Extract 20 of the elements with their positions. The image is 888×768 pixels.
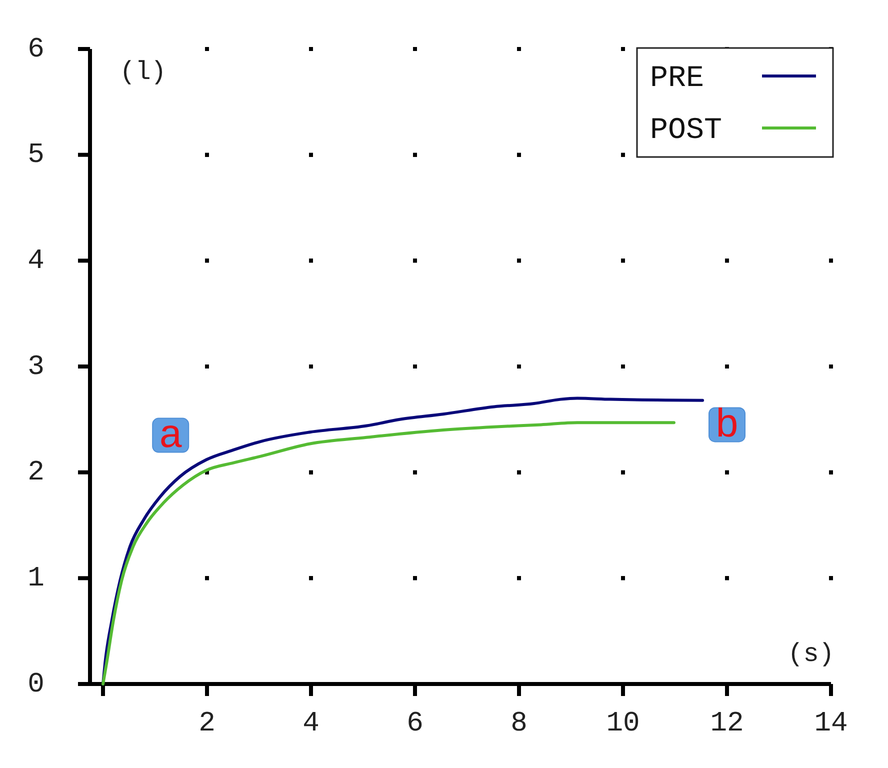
x-axis-title: (s) <box>788 638 834 669</box>
y-tick-label: 5 <box>28 140 44 172</box>
y-tick-label: 0 <box>28 669 44 700</box>
y-axis-title: (l) <box>120 56 166 87</box>
x-tick-label: 4 <box>302 708 320 740</box>
x-tick-label: 10 <box>606 708 640 740</box>
annotation: a <box>159 412 182 456</box>
x-tick-label: 8 <box>510 708 528 740</box>
legend-label: POST <box>650 114 722 148</box>
x-tick-label: 2 <box>198 708 216 740</box>
legend-label: PRE <box>650 62 704 96</box>
x-tick-label: 14 <box>814 708 848 740</box>
y-tick-label: 6 <box>28 34 44 66</box>
annotation: b <box>716 401 738 446</box>
y-tick-label: 2 <box>28 458 44 489</box>
x-tick-label: 12 <box>710 708 744 740</box>
y-tick-label: 1 <box>28 564 44 595</box>
y-tick-label: 3 <box>28 352 44 383</box>
x-tick-label: 6 <box>406 708 424 740</box>
y-tick-label: 4 <box>28 246 44 278</box>
